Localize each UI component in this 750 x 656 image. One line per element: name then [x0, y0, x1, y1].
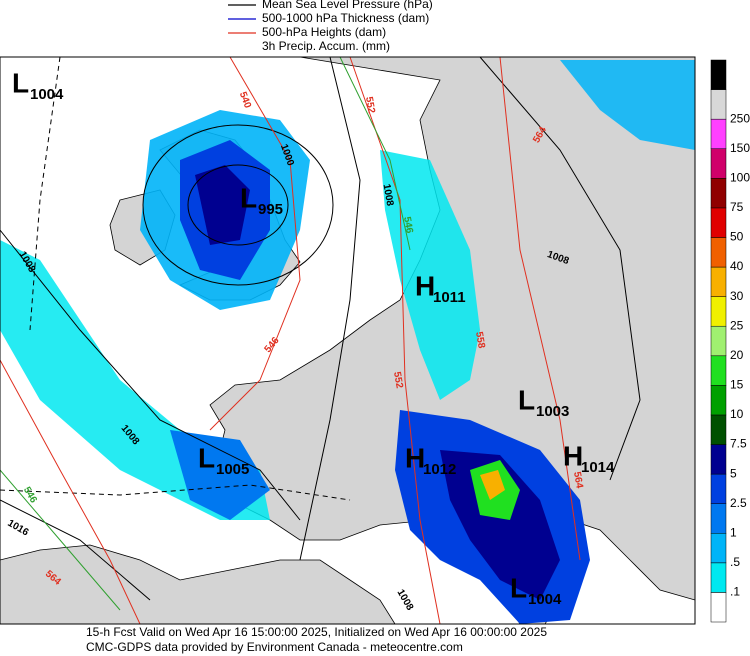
precip-area	[380, 150, 480, 400]
center-letter: L	[510, 572, 527, 603]
scale-label: 50	[730, 230, 744, 244]
precip-area	[480, 470, 505, 500]
scale-label: 250	[730, 111, 750, 125]
legend-label: 500-hPa Heights (dam)	[262, 25, 386, 39]
precip-area	[170, 430, 270, 520]
center-letter: L	[240, 182, 257, 213]
center-pressure: 1004	[30, 86, 64, 103]
center-pressure: 1014	[581, 459, 615, 476]
scale-swatch	[710, 89, 727, 120]
scale-label: 150	[730, 141, 750, 155]
scale-label: 20	[730, 348, 744, 362]
scale-swatch	[710, 148, 727, 179]
scale-label: .5	[730, 555, 740, 569]
scale-swatch	[710, 266, 727, 297]
scale-label: 2.5	[730, 496, 747, 510]
scale-label: 75	[730, 200, 744, 214]
scale-label: 40	[730, 259, 744, 273]
contour-label: 1008	[381, 183, 396, 207]
scale-swatch	[710, 503, 727, 534]
scale-swatch	[710, 118, 727, 149]
center-letter: H	[415, 270, 435, 301]
center-letter: L	[12, 67, 29, 98]
scale-label: 10	[730, 407, 744, 421]
scale-label: 100	[730, 170, 750, 184]
footer: 15-h Fcst Valid on Wed Apr 16 15:00:00 2…	[86, 625, 547, 654]
contour-labels: 1000100810081008100810161008552552564564…	[6, 90, 585, 613]
scale-label: 30	[730, 289, 744, 303]
legend-label: 3h Precip. Accum. (mm)	[262, 39, 390, 53]
center-pressure: 1012	[423, 461, 456, 478]
scale-swatch	[710, 533, 727, 564]
precipitation	[0, 60, 695, 624]
scale-swatch	[710, 237, 727, 268]
precip-area	[195, 165, 250, 245]
map-frame	[0, 56, 696, 625]
scale-swatch	[710, 178, 727, 209]
center-letter: H	[405, 442, 425, 473]
precip-area	[440, 450, 560, 600]
legend: Mean Sea Level Pressure (hPa)500-1000 hP…	[228, 0, 433, 53]
center-pressure: 995	[258, 201, 283, 218]
contour-label: 546	[401, 216, 415, 235]
color-scale: .1 .5 1 2.5 5 7.5 10 15 20 25 30 40 50 75 100 150 250	[710, 59, 750, 623]
center-letter: L	[198, 442, 215, 473]
scale-swatch	[710, 355, 727, 386]
center-letter: L	[518, 384, 535, 415]
scale-swatch	[710, 296, 727, 327]
precip-area	[560, 60, 695, 150]
center-letter: H	[563, 440, 583, 471]
scale-swatch	[710, 207, 727, 238]
scale-swatch	[710, 385, 727, 416]
contour-label: 552	[391, 371, 405, 390]
contour-label: 564	[571, 471, 585, 490]
scale-swatch	[710, 592, 727, 623]
contour-label: 552	[363, 96, 377, 115]
scale-label: 15	[730, 378, 744, 392]
scale-swatch	[710, 414, 727, 445]
scale-label: 5	[730, 466, 737, 480]
contours	[0, 56, 641, 625]
scale-swatch	[710, 444, 727, 475]
scale-swatch	[710, 59, 727, 90]
scale-label: 1	[730, 525, 737, 539]
contour-label: 558	[473, 331, 487, 350]
scale-swatch	[710, 473, 727, 504]
center-pressure: 1005	[216, 461, 249, 478]
legend-label: Mean Sea Level Pressure (hPa)	[262, 0, 433, 11]
footer-line: CMC-GDPS data provided by Environment Ca…	[86, 640, 463, 654]
center-pressure: 1003	[536, 403, 569, 420]
center-pressure: 1011	[433, 289, 466, 306]
center-pressure: 1004	[528, 591, 562, 608]
scale-swatch	[710, 325, 727, 357]
scale-label: 25	[730, 318, 744, 332]
footer-line: 15-h Fcst Valid on Wed Apr 16 15:00:00 2…	[86, 625, 547, 639]
scale-swatch	[710, 562, 727, 593]
scale-label: 7.5	[730, 437, 747, 451]
legend-label: 500-1000 hPa Thickness (dam)	[262, 11, 429, 25]
scale-label: .1	[730, 585, 740, 599]
